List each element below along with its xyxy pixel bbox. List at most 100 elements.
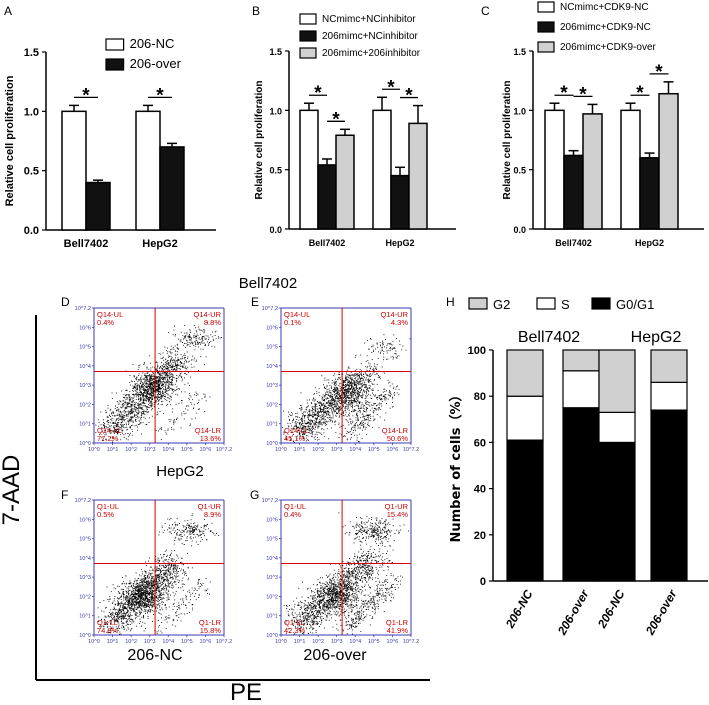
flow-dot [149, 387, 150, 389]
bar-206mimc+NCinhibitor [390, 174, 410, 230]
flow-dot [134, 613, 136, 615]
flow-dot [138, 615, 140, 617]
flow-dot [327, 410, 329, 412]
flow-dot [308, 425, 310, 427]
flow-dot [132, 397, 134, 399]
flow-dot [129, 611, 131, 613]
flow-dot [155, 556, 157, 557]
flow-dot [358, 409, 360, 411]
flow-dot [209, 341, 210, 343]
flow-dot [172, 583, 173, 585]
flow-dot [356, 368, 358, 370]
flow-dot [159, 383, 160, 385]
flow-dot [143, 405, 145, 407]
flow-dot [305, 414, 307, 416]
flow-dot [312, 412, 314, 414]
flow-dot [159, 564, 161, 566]
flow-dot [197, 394, 199, 396]
flow-dot [146, 597, 148, 598]
flow-dot [165, 381, 167, 383]
flow-dot [132, 399, 134, 401]
flow-dot [146, 377, 148, 379]
flow-dot [128, 403, 130, 405]
flow-dot [315, 417, 317, 419]
x-tick-label: 10^1 [107, 447, 119, 453]
flow-dot [320, 409, 322, 411]
flow-dot [359, 426, 361, 428]
flow-dot [122, 607, 124, 609]
flow-dot [156, 570, 158, 572]
flow-dot [168, 574, 170, 576]
flow-dot [367, 390, 369, 391]
flow-dot [325, 387, 327, 389]
flow-dot [159, 590, 161, 592]
flow-dot [125, 618, 127, 620]
flow-dot [162, 400, 164, 402]
flow-dot [146, 602, 148, 604]
flow-dot [149, 384, 150, 385]
flow-dot [180, 562, 181, 563]
flow-dot [205, 335, 207, 337]
flow-dot [317, 417, 318, 419]
flow-dot [365, 400, 367, 401]
flow-dot [392, 402, 393, 403]
flow-dot [338, 407, 340, 409]
flow-dot [164, 575, 166, 577]
flow-dot [354, 398, 356, 400]
flow-dot [335, 390, 336, 392]
flow-dot [128, 628, 130, 630]
flow-dot [313, 414, 315, 416]
flow-dot [374, 374, 376, 375]
y-tick-label: 10^2 [266, 402, 278, 408]
flow-dot [151, 405, 153, 407]
flow-dot [143, 363, 145, 365]
flow-dot [366, 407, 368, 409]
flow-dot [322, 411, 324, 412]
flow-dot [157, 366, 158, 368]
flow-dot [367, 416, 369, 418]
flow-dot [161, 588, 163, 589]
quadrant-ur-name: Q14-UR [380, 310, 408, 319]
flow-dot [314, 436, 316, 438]
flow-dot [177, 359, 179, 361]
flow-dot [150, 404, 152, 406]
x-tick-label: 10^5 [181, 639, 193, 645]
flow-dot [131, 413, 133, 414]
flow-dot [214, 346, 216, 348]
flow-dot [132, 364, 134, 366]
flow-dot [357, 382, 358, 384]
flow-dot [361, 383, 362, 385]
flow-dot [174, 362, 176, 364]
y-tick-label: 1.0 [24, 106, 39, 118]
flow-dot [339, 433, 341, 435]
flow-dot [116, 423, 117, 425]
flow-dot [348, 385, 349, 387]
flow-dot [314, 408, 316, 410]
flow-dot [204, 396, 206, 398]
flow-dot [117, 439, 119, 441]
flow-dot [359, 403, 360, 405]
flow-dot [116, 401, 118, 403]
flow-dot [290, 431, 292, 433]
flow-dot [215, 338, 217, 340]
flow-dot [356, 434, 358, 436]
flow-dot [336, 409, 338, 410]
flow-dot [121, 403, 123, 405]
flow-dot [176, 365, 178, 367]
flow-dot [141, 625, 143, 627]
flow-dot [133, 402, 135, 403]
flow-dot [158, 570, 160, 571]
flow-dot [157, 390, 159, 391]
flow-dot [347, 397, 349, 399]
flow-dot [313, 398, 315, 400]
x-tick-label: 10^2 [125, 639, 137, 645]
flow-dot [153, 392, 154, 394]
flow-dot [354, 374, 356, 376]
flow-dot [146, 584, 148, 586]
flow-dot [152, 389, 154, 391]
flow-dot [155, 361, 157, 363]
bar-206mimc+CDK9-over [658, 92, 679, 230]
flow-dot [350, 372, 352, 374]
flow-dot [167, 378, 168, 380]
flow-dot [123, 425, 124, 427]
